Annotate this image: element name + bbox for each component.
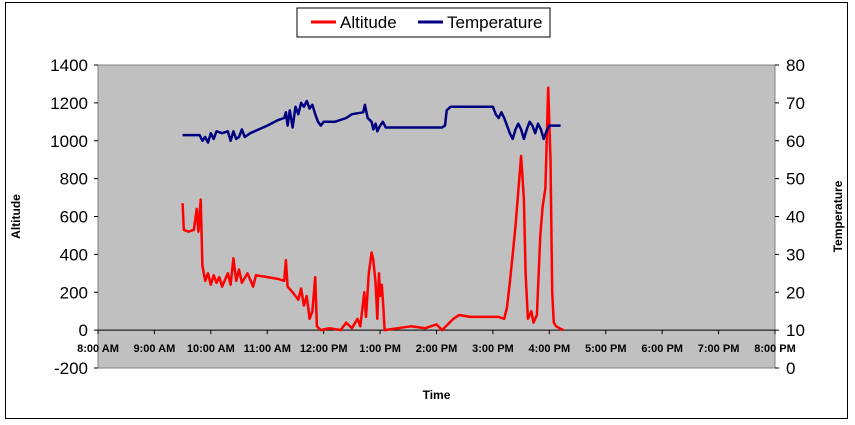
x-tick-label: 2:00 PM [416,343,458,355]
y-left-tick-label: 0 [79,321,88,340]
x-axis: 8:00 AM 9:00 AM 10:00 AM 11:00 AM 12:00 PM 1:… [77,329,796,355]
y-left-tick-label: 1200 [50,94,88,113]
x-tick-label: 9:00 AM [134,343,176,355]
y-left-tick-label: 1400 [50,56,88,75]
y-right-tick-label: 20 [786,283,805,302]
y-right-tick-label: 0 [786,359,795,378]
y-right-tick-label: 30 [786,245,805,264]
y-left-tick-label: -200 [54,359,88,378]
y-left-tick-label: 400 [60,245,88,264]
y-right-tick-label: 60 [786,132,805,151]
y-right-axis-label: Temperature [831,180,845,252]
y-left-tick-label: 1000 [50,132,88,151]
legend-box [296,7,551,38]
y-right-tick-label: 40 [786,208,805,227]
y-right-tick-label: 70 [786,94,805,113]
x-tick-label: 4:00 PM [529,343,571,355]
y-right-tick-label: 10 [786,321,805,340]
series-line-altitude [181,86,564,332]
y-left-axis-label: Altitude [9,194,23,239]
y-right-axis: 0 10 20 30 40 50 60 70 80 [775,56,805,378]
y-left-axis: -200 0 200 400 600 800 1000 1200 1400 [50,56,98,378]
y-left-tick-label: 600 [60,208,88,227]
legend: Altitude Temperature [296,7,551,38]
y-right-tick-label: 80 [786,56,805,75]
x-axis-label: Time [423,388,451,402]
y-left-tick-label: 200 [60,283,88,302]
series-line-temperature [182,99,561,144]
series-layer [181,86,564,332]
y-right-tick-label: 50 [786,170,805,189]
x-tick-label: 10:00 AM [187,343,235,355]
x-tick-label: 3:00 PM [472,343,514,355]
legend-label-altitude: Altitude [340,13,397,32]
x-tick-label: 6:00 PM [641,343,683,355]
x-tick-label: 11:00 AM [244,343,291,355]
plot-area [97,64,776,369]
x-tick-label: 7:00 PM [698,343,740,355]
x-tick-label: 8:00 AM [77,343,119,355]
x-tick-label: 1:00 PM [359,343,401,355]
y-left-tick-label: 800 [60,170,88,189]
x-tick-label: 8:00 PM [754,343,796,355]
x-tick-label: 5:00 PM [585,343,627,355]
x-tick-label: 12:00 PM [300,343,348,355]
legend-label-temperature: Temperature [447,13,542,32]
